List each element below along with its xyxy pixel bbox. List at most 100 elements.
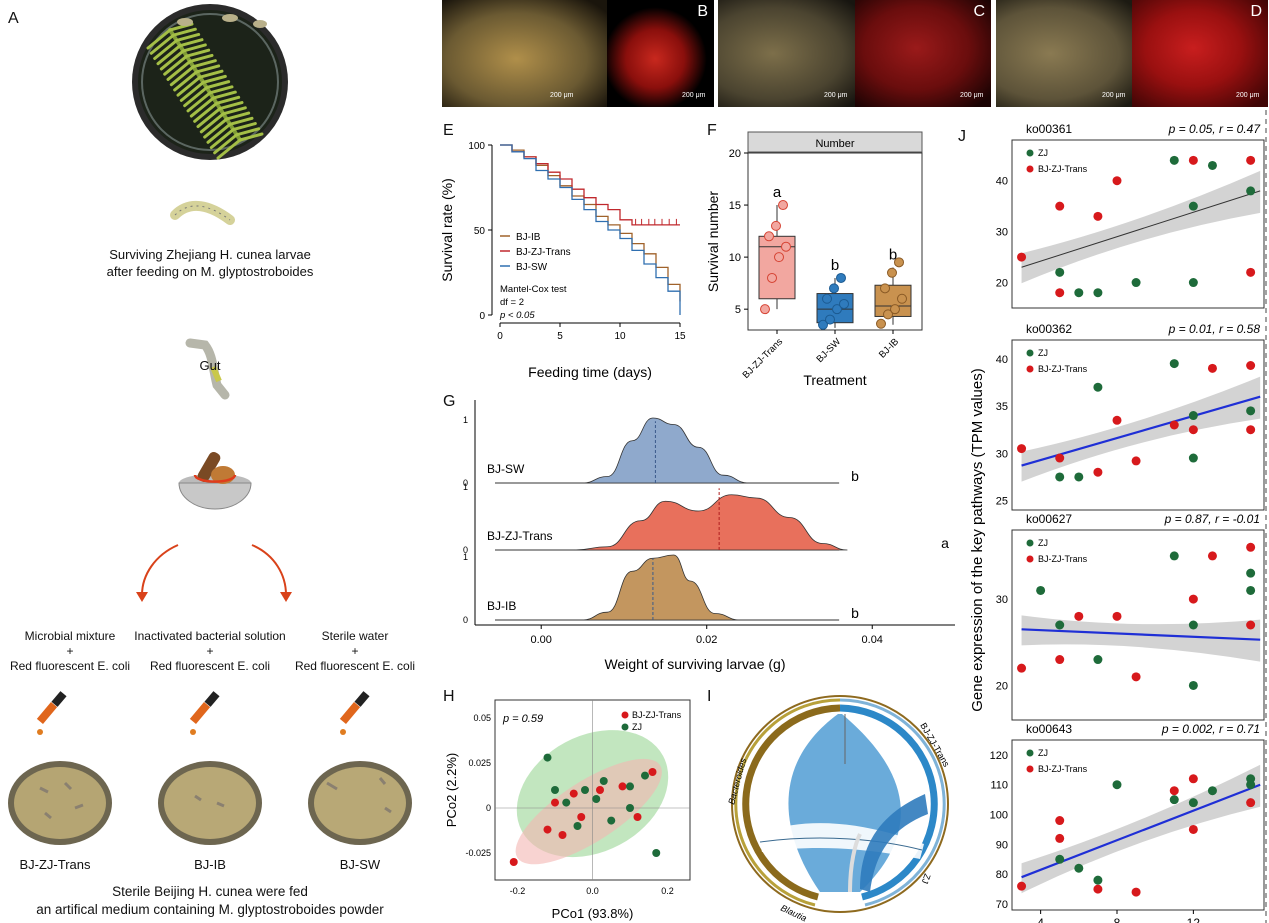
- j-point-zj: [1131, 278, 1141, 288]
- panel-letter-h: H: [443, 688, 455, 705]
- h-x-label: PCo1 (93.8%): [552, 906, 634, 921]
- panel-letter-i: I: [707, 688, 712, 705]
- j-legend-label: BJ-ZJ-Trans: [1038, 364, 1088, 374]
- j-y-tick-label: 30: [996, 448, 1008, 460]
- j-legend-dot: [1026, 349, 1034, 357]
- f-facet-strip: [747, 131, 923, 153]
- j-legend-label: ZJ: [1038, 748, 1048, 758]
- j-ci-band: [1021, 170, 1261, 284]
- g-row-label: BJ-SW: [487, 462, 525, 476]
- j-point-zj: [1246, 568, 1256, 578]
- larva-image: [170, 200, 235, 225]
- j-subplot-title: ko00627: [1026, 512, 1072, 526]
- g-y-tick-label: 0: [463, 545, 468, 555]
- g-y-tick-label: 1: [463, 482, 468, 492]
- treatment-3-plus: +: [351, 644, 359, 658]
- h-point-trans: [509, 858, 518, 866]
- bottom-caption-line1: Sterile Beijing H. cunea were fed: [112, 884, 308, 899]
- g-y-tick-label: 1: [463, 415, 468, 425]
- j-point-trans: [1017, 663, 1027, 673]
- scale-text-b-right: 200 μm: [682, 92, 706, 99]
- j-y-tick-label: 40: [996, 354, 1008, 366]
- j-point-zj: [1188, 278, 1198, 288]
- j-point-zj: [1169, 795, 1179, 805]
- j-point-trans: [1246, 425, 1256, 435]
- scale-text-c-left: 200 μm: [824, 92, 848, 99]
- f-sig-letter: b: [831, 257, 839, 274]
- treatment-1-line3: Red fluorescent E. coli: [9, 659, 131, 673]
- medium-dish-2: [158, 761, 262, 845]
- e-y-label: Survival rate (%): [439, 178, 455, 281]
- h-y-tick-label: 0.05: [473, 713, 491, 723]
- j-point-trans: [1093, 211, 1103, 221]
- j-y-tick-label: 35: [996, 401, 1008, 413]
- dropper-icon-2: [189, 691, 220, 735]
- f-point: [880, 283, 890, 294]
- j-y-tick-label: 40: [996, 176, 1008, 188]
- e-legend-label: BJ-ZJ-Trans: [516, 247, 571, 258]
- h-point-trans: [577, 813, 586, 821]
- g-y-tick-label: 0: [463, 478, 468, 488]
- j-legend-dot: [1026, 149, 1034, 157]
- micrograph-letter-d: D: [1250, 3, 1262, 20]
- e-stat-text: df = 2: [500, 297, 524, 308]
- e-x-tick-label: 15: [674, 331, 686, 342]
- dish-label-1: BJ-ZJ-Trans: [19, 857, 91, 872]
- g-density-BJ-SW: [582, 417, 749, 484]
- j-point-trans: [1169, 786, 1179, 796]
- j-point-trans: [1188, 155, 1198, 165]
- j-point-trans: [1055, 201, 1065, 211]
- j-y-label: Gene expression of the key pathways (TPM…: [969, 368, 986, 712]
- f-point: [890, 304, 900, 315]
- j-point-zj: [1246, 186, 1256, 196]
- j-x-tick-label: 8: [1114, 916, 1121, 923]
- j-point-zj: [1188, 453, 1198, 463]
- j-legend-label: ZJ: [1038, 148, 1048, 158]
- f-x-label: Treatment: [803, 372, 866, 388]
- h-point-zj: [652, 849, 661, 857]
- f-point: [836, 272, 846, 283]
- j-point-zj: [1188, 201, 1198, 211]
- g-x-tick-label: 0.00: [530, 634, 551, 646]
- f-sig-letter: b: [889, 247, 897, 264]
- h-y-label: PCo2 (2.2%): [444, 753, 459, 827]
- j-point-zj: [1112, 780, 1122, 790]
- f-y-tick-label: 20: [729, 148, 741, 160]
- j-y-tick-label: 80: [996, 869, 1008, 881]
- j-point-trans: [1246, 620, 1256, 630]
- f-point: [883, 309, 893, 320]
- f-facet-title: Number: [815, 138, 854, 150]
- treatment-1-plus: +: [66, 644, 74, 658]
- treatment-2-plus: +: [206, 644, 214, 658]
- chart-e-survival: 0 5 10 15 0 50 100 Feeding time (days) Survival …: [439, 141, 686, 380]
- j-legend-dot: [1026, 765, 1034, 773]
- petri-dish-branch: [132, 4, 288, 160]
- h-point-zj: [573, 822, 582, 830]
- f-x-tick-label: BJ-ZJ-Trans: [741, 336, 786, 381]
- j-subplot-stat: p = 0.01, r = 0.58: [1168, 322, 1261, 336]
- f-y-tick-label: 10: [729, 252, 741, 264]
- j-point-trans: [1055, 655, 1065, 665]
- chart-h-pcoa: -0.2 0.0 0.2 0.05 0.025 0 -0.025 PCo1 (93.8%) PC…: [444, 699, 691, 921]
- j-point-trans: [1169, 420, 1179, 430]
- j-y-tick-label: 20: [996, 278, 1008, 290]
- medium-dish-3: [308, 761, 412, 845]
- j-subplot-title: ko00362: [1026, 322, 1072, 336]
- j-point-zj: [1055, 472, 1065, 482]
- scale-text-d-left: 200 μm: [1102, 92, 1126, 99]
- h-point-trans: [569, 789, 578, 798]
- dropper-icon-1: [36, 691, 67, 735]
- j-subplot-stat: p = 0.002, r = 0.71: [1161, 722, 1260, 736]
- j-point-trans: [1131, 672, 1141, 682]
- h-x-tick-label: 0.0: [586, 886, 599, 896]
- e-y-tick-label: 0: [479, 311, 485, 322]
- f-x-tick-label: BJ-SW: [814, 336, 843, 365]
- e-x-tick-label: 10: [614, 331, 626, 342]
- h-point-trans: [596, 786, 604, 794]
- f-point: [887, 267, 897, 278]
- micrograph-letter-b: B: [697, 3, 708, 20]
- j-point-trans: [1188, 594, 1198, 604]
- panel-letter-j: J: [958, 128, 966, 145]
- f-point: [839, 298, 849, 309]
- j-point-zj: [1036, 585, 1046, 595]
